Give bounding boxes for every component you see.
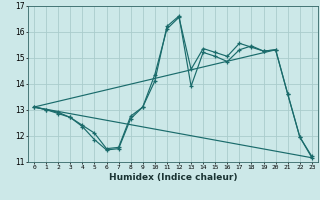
X-axis label: Humidex (Indice chaleur): Humidex (Indice chaleur) xyxy=(109,173,237,182)
